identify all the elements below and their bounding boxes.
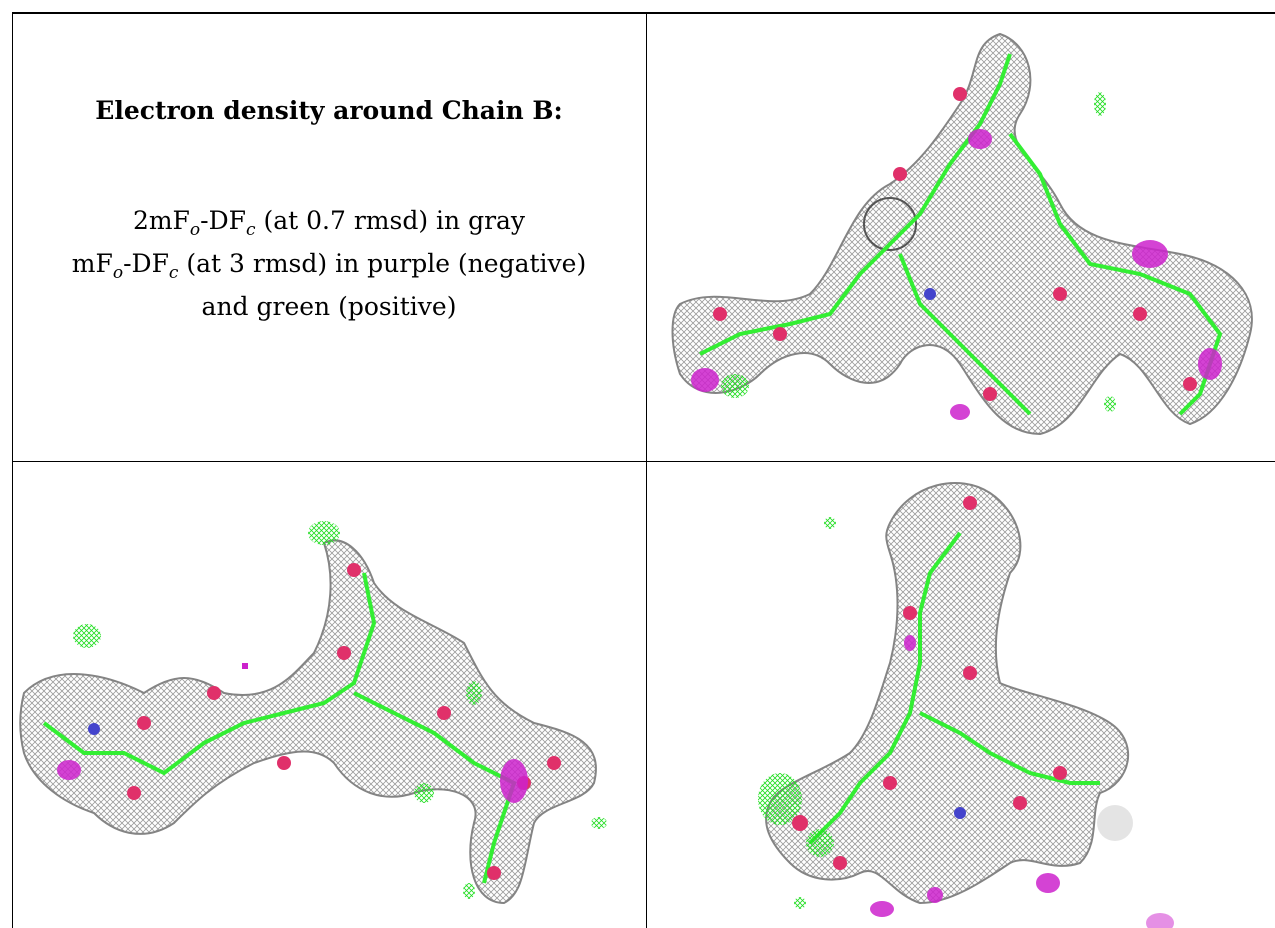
density-mesh-top-right: [671, 32, 1253, 436]
rule-middle: [12, 461, 1275, 462]
caption-line-fofc: mFo-DFc (at 3 rmsd) in purple (negative): [71, 249, 587, 283]
density-render-3: [758, 482, 1174, 928]
density-render-1: [671, 32, 1253, 436]
rule-left: [12, 12, 13, 928]
rule-top: [12, 12, 1275, 14]
density-mesh-bottom-left: [19, 539, 597, 905]
density-mesh-bottom-right: [765, 482, 1129, 905]
caption-title: Electron density around Chain B:: [95, 96, 563, 125]
density-panel-top-right: [660, 14, 1274, 460]
density-panel-bottom-left: [14, 463, 645, 928]
caption-body: 2mFo-DFc (at 0.7 rmsd) in gray mFo-DFc (…: [12, 204, 646, 324]
density-render-2: [19, 521, 607, 905]
density-panel-bottom-right: [660, 463, 1274, 928]
rule-center: [646, 12, 647, 928]
caption-cell: Electron density around Chain B: 2mFo-DF…: [12, 14, 646, 460]
caption-line-colors: and green (positive): [201, 292, 457, 321]
caption-line-2fofc: 2mFo-DFc (at 0.7 rmsd) in gray: [132, 206, 526, 240]
